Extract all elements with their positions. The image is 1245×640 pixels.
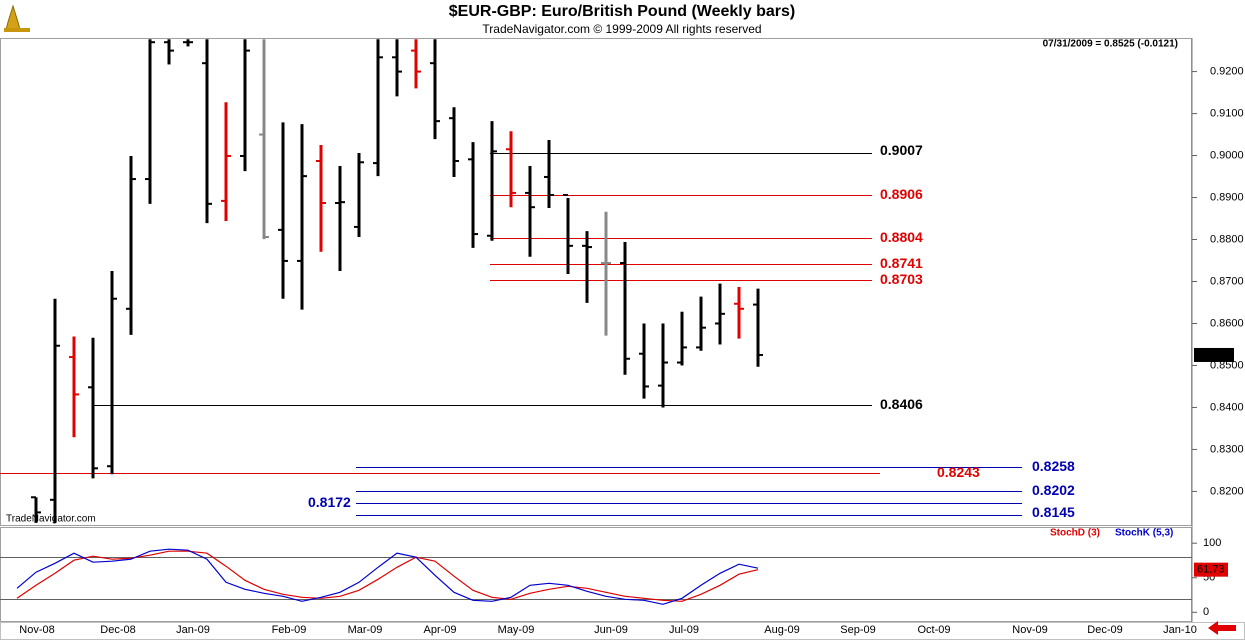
- stoch-line: [16, 548, 759, 605]
- scroll-arrow[interactable]: [1208, 621, 1236, 635]
- y-tick-label: 0.9200: [1210, 65, 1244, 77]
- y-tick-label: 0.8900: [1210, 191, 1244, 203]
- last-price-tag: [1194, 347, 1234, 362]
- level-label: 0.8741: [880, 255, 923, 271]
- x-tick-label: Jun-09: [594, 624, 628, 636]
- x-tick-label: Jan-10: [1163, 624, 1197, 636]
- x-tick-label: Oct-09: [917, 624, 950, 636]
- watermark: TradeNavigator.com: [6, 514, 96, 525]
- chart-subtitle: TradeNavigator.com © 1999-2009 All right…: [482, 22, 761, 36]
- x-tick-label: Nov-09: [1012, 624, 1047, 636]
- chart-title: $EUR-GBP: Euro/British Pound (Weekly bar…: [449, 3, 795, 20]
- x-tick-label: Apr-09: [423, 624, 456, 636]
- x-tick-label: Mar-09: [348, 624, 383, 636]
- level-label: 0.8906: [880, 186, 923, 202]
- level-label: 0.9007: [880, 142, 923, 158]
- logo: [4, 4, 30, 32]
- y-tick-label: 0.8400: [1210, 401, 1244, 413]
- y-tick-label: 0.8700: [1210, 275, 1244, 287]
- level-label: 0.8406: [880, 396, 923, 412]
- y-tick-label: 0.8500: [1210, 359, 1244, 371]
- level-label: 0.8804: [880, 229, 923, 245]
- x-tick-label: Sep-09: [840, 624, 875, 636]
- y-tick-label: 100: [1203, 537, 1221, 549]
- legend-entry: StochD (3): [1050, 528, 1100, 539]
- x-tick-label: Jan-09: [176, 624, 210, 636]
- y-tick-label: 0.8600: [1210, 317, 1244, 329]
- x-tick-label: May-09: [498, 624, 535, 636]
- x-tick-label: Dec-09: [1087, 624, 1122, 636]
- x-tick-label: Dec-08: [100, 624, 135, 636]
- x-tick-label: Jul-09: [669, 624, 699, 636]
- x-tick-label: Aug-09: [764, 624, 799, 636]
- level-label: 0.8202: [1032, 482, 1075, 498]
- y-tick-label: 0.9100: [1210, 107, 1244, 119]
- level-label: 0.8172: [308, 494, 351, 510]
- y-tick-label: 0.9000: [1210, 149, 1244, 161]
- stoch-line: [16, 550, 759, 602]
- y-tick-label: 0: [1203, 606, 1209, 618]
- last-price-label: 0.8525: [1197, 349, 1231, 361]
- last-stoch-label: 61.73: [1197, 564, 1225, 576]
- level-label: 0.8145: [1032, 504, 1075, 520]
- last-price-annotation: 07/31/2009 = 0.8525 (-0.0121): [1043, 39, 1178, 50]
- y-tick-label: 0.8800: [1210, 233, 1244, 245]
- level-label: 0.8703: [880, 271, 923, 287]
- legend-entry: StochK (5,3): [1115, 528, 1173, 539]
- level-label: 0.8258: [1032, 458, 1075, 474]
- y-tick-label: 0.8200: [1210, 485, 1244, 497]
- last-stoch-tag: [1194, 562, 1228, 577]
- x-tick-label: Feb-09: [272, 624, 307, 636]
- y-tick-label: 0.8300: [1210, 443, 1244, 455]
- x-tick-label: Nov-08: [19, 624, 54, 636]
- level-label: 0.8243: [937, 464, 980, 480]
